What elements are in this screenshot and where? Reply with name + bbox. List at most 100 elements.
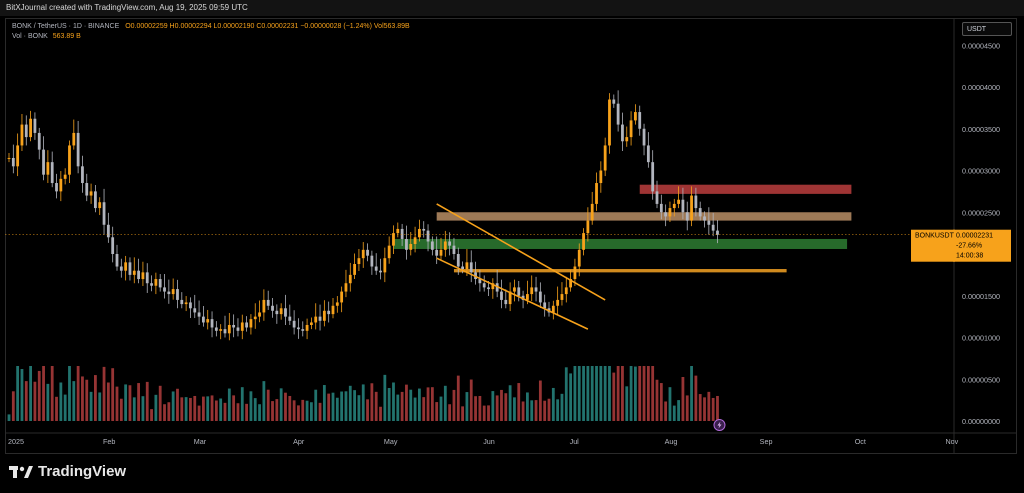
candle-body — [310, 322, 313, 325]
volume-bar — [310, 402, 313, 421]
volume-bar — [465, 392, 469, 421]
candle-body — [543, 302, 547, 309]
volume-bar — [335, 397, 339, 421]
volume-bar — [167, 402, 171, 421]
candle-body — [98, 202, 102, 209]
candle-body — [348, 274, 352, 284]
candle-body — [7, 157, 11, 159]
candle-body — [279, 308, 283, 315]
volume-bar — [612, 372, 616, 421]
volume-bar — [340, 391, 344, 421]
candle-body — [664, 212, 668, 217]
candle-body — [322, 310, 326, 321]
candle-body — [189, 302, 192, 309]
volume-bar — [573, 366, 577, 421]
volume-bar — [72, 381, 76, 421]
candle-body — [301, 329, 305, 331]
candle-body — [314, 316, 318, 323]
volume-bar — [318, 402, 322, 421]
candle-body — [318, 316, 322, 321]
candle-body — [219, 329, 223, 331]
volume-bar — [547, 398, 551, 421]
volume-bar — [526, 392, 529, 421]
candle-body — [331, 305, 335, 315]
candle-body — [521, 295, 525, 300]
volume-bar — [387, 388, 391, 421]
candle-body — [89, 191, 93, 196]
candle-body — [94, 191, 97, 209]
candle-body — [435, 249, 439, 256]
volume-bar — [141, 396, 145, 421]
candle-body — [115, 254, 119, 267]
x-tick-label: 2025 — [8, 437, 24, 446]
candle-body — [482, 283, 486, 288]
price-chart[interactable]: 0.00004500 0.00004000 0.00003500 0.00003000… — [5, 18, 1017, 454]
candle-body — [193, 308, 197, 313]
volume-bar — [538, 380, 542, 421]
candle-body — [137, 270, 140, 280]
tradingview-logo[interactable]: TradingView — [9, 463, 126, 480]
volume-bar — [193, 395, 197, 421]
volume-bar — [158, 385, 162, 421]
volume-bar — [638, 366, 642, 421]
candle-body — [150, 283, 153, 286]
volume-bar — [396, 394, 400, 421]
volume-bar — [530, 400, 534, 421]
candle-body — [590, 203, 594, 221]
candle-body — [668, 208, 672, 217]
candle-body — [55, 183, 58, 192]
candle-body — [603, 145, 607, 171]
zone-resistance — [639, 184, 852, 194]
volume-bar — [214, 400, 218, 421]
price-tag-change: -27.66% — [956, 243, 982, 250]
volume-bar — [180, 397, 184, 421]
volume-bar — [258, 404, 261, 421]
candle-body — [340, 291, 344, 303]
candle-body — [685, 212, 689, 221]
candle-body — [20, 124, 24, 146]
candle-body — [508, 291, 512, 305]
volume-bar — [716, 395, 719, 421]
volume-bar — [128, 385, 132, 421]
volume-bar — [111, 368, 115, 421]
candle-body — [232, 324, 236, 328]
candle-body — [335, 302, 339, 306]
volume-bar — [621, 366, 624, 421]
candle-body — [141, 272, 145, 280]
candle-body — [690, 195, 693, 221]
candle-body — [430, 241, 434, 250]
candle-body — [292, 320, 296, 328]
volume-bar — [556, 399, 560, 421]
legend-vol-value: 563.89 B — [52, 33, 81, 40]
volume-bar — [7, 414, 11, 421]
volume-bar — [262, 381, 266, 421]
volume-bar — [409, 389, 413, 421]
candle-body — [405, 238, 408, 250]
volume-bar — [690, 366, 693, 421]
volume-bar — [543, 400, 547, 421]
volume-bar — [629, 366, 633, 421]
candle-body — [11, 157, 15, 167]
candle-body — [262, 299, 266, 313]
candle-body — [275, 310, 279, 315]
candle-body — [102, 202, 106, 225]
y-tick-label: 0.00000000 — [962, 417, 1000, 426]
volume-bar — [634, 366, 637, 421]
candle-body — [258, 312, 261, 317]
candle-body — [240, 322, 244, 331]
volume-bar — [163, 404, 166, 421]
candle-body — [72, 132, 76, 146]
volume-bar — [68, 366, 71, 421]
candle-body — [461, 266, 464, 270]
volume-bar — [504, 393, 508, 421]
candle-body — [245, 322, 248, 328]
candle-body — [396, 228, 400, 234]
candle-body — [68, 145, 71, 175]
quote-currency-badge[interactable]: USDT — [962, 22, 1012, 36]
volume-bar — [668, 387, 672, 421]
candle-body — [413, 237, 417, 244]
volume-bar — [124, 384, 128, 421]
volume-bar — [223, 402, 227, 421]
volume-bar — [599, 366, 603, 421]
y-tick-label: 0.00001000 — [962, 334, 1000, 343]
